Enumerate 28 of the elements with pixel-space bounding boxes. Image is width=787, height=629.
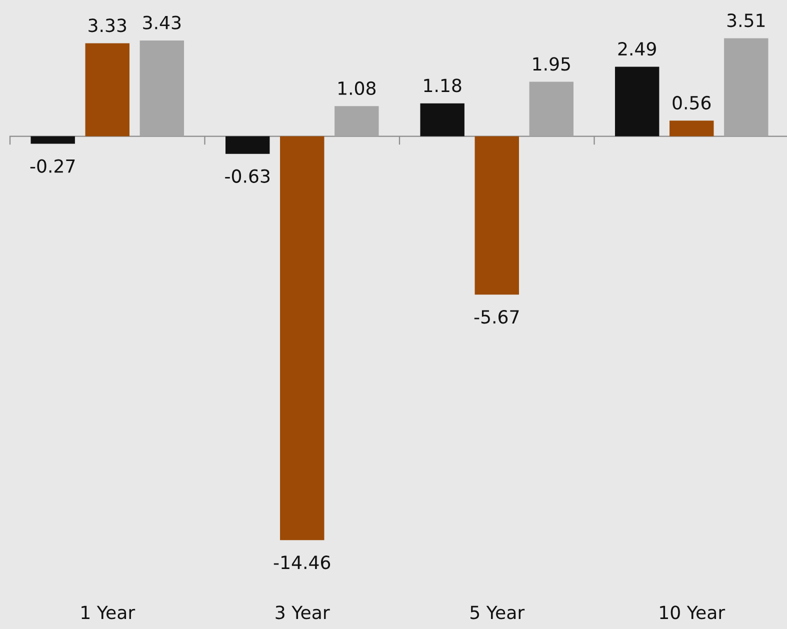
data-label: 3.43: [143, 16, 181, 30]
bar: [140, 40, 184, 136]
data-label: -5.67: [474, 310, 519, 324]
bar: [225, 136, 270, 154]
data-label: 1.18: [424, 78, 462, 92]
bar: [614, 66, 660, 136]
bar: [85, 43, 130, 136]
x-tick-label: 5 Year: [470, 606, 525, 620]
bar: [724, 38, 768, 136]
data-label: 3.33: [88, 18, 126, 32]
bar: [30, 136, 75, 144]
data-label: -0.27: [30, 159, 75, 173]
bar: [334, 106, 379, 136]
data-label: -0.63: [225, 169, 270, 183]
data-label: 0.56: [672, 96, 711, 110]
bar: [420, 103, 464, 136]
bar: [529, 82, 574, 136]
data-label: 1.08: [338, 81, 376, 96]
data-label: 3.51: [727, 14, 765, 28]
data-label: 1.95: [533, 57, 570, 71]
x-tick-label: 10 Year: [660, 606, 726, 620]
bar: [670, 120, 714, 136]
x-tick-label: 3 Year: [276, 606, 330, 620]
bar: [280, 136, 324, 540]
x-tick-label: 1 Year: [82, 606, 136, 620]
data-label: -14.46: [274, 556, 330, 570]
data-label: 2.49: [618, 42, 656, 56]
bar: [474, 136, 519, 295]
